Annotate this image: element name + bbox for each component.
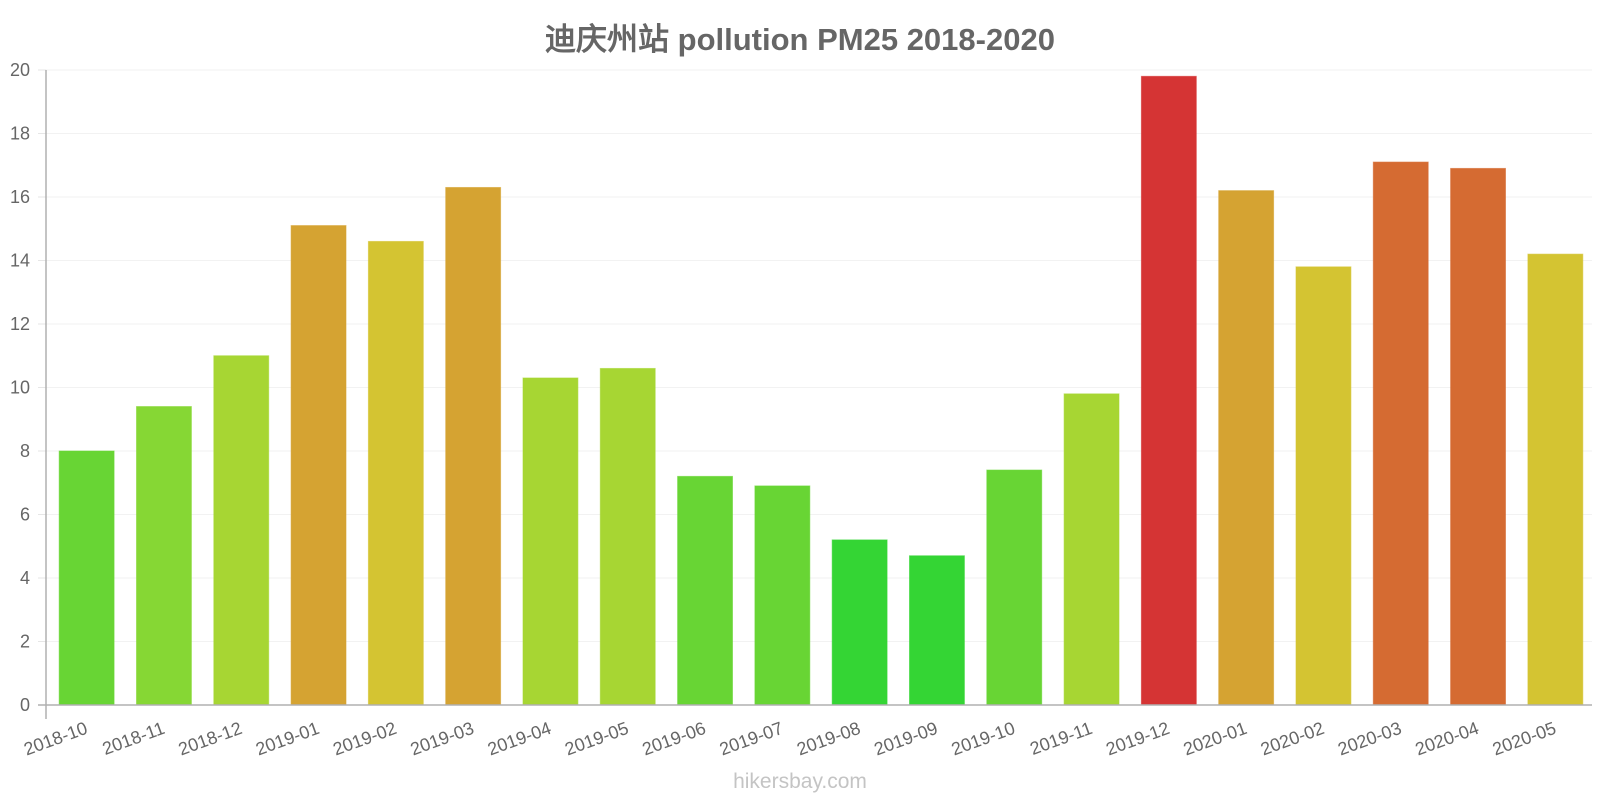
bar[interactable] (1372, 161, 1429, 706)
bar[interactable] (445, 186, 502, 706)
x-tick-label: 2019-01 (253, 718, 322, 759)
y-tick-label: 4 (20, 568, 30, 588)
x-tick-label: 2020-03 (1335, 718, 1404, 759)
x-tick-label: 2019-03 (408, 718, 477, 759)
bar[interactable] (1527, 253, 1584, 706)
bar[interactable] (1063, 393, 1120, 706)
x-tick-label: 2019-05 (562, 718, 631, 759)
bar-2019-03[interactable] (445, 186, 502, 706)
bar-2019-06[interactable] (677, 475, 733, 706)
y-tick-label: 18 (10, 124, 30, 144)
bar-2019-04[interactable] (522, 377, 579, 706)
bar[interactable] (754, 485, 811, 706)
bar-2019-11[interactable] (1063, 393, 1120, 706)
bar[interactable] (1218, 190, 1275, 706)
bar-2020-03[interactable] (1372, 161, 1429, 706)
y-tick-label: 20 (10, 60, 30, 80)
bar[interactable] (909, 555, 965, 706)
y-tick-label: 16 (10, 187, 30, 207)
x-tick-label: 2019-12 (1103, 718, 1172, 759)
bar[interactable] (1450, 167, 1506, 706)
bar[interactable] (599, 367, 656, 706)
bar[interactable] (213, 355, 270, 706)
bar[interactable] (986, 469, 1043, 706)
bar-2019-09[interactable] (909, 555, 965, 706)
bar-2018-10[interactable] (58, 450, 115, 706)
x-tick-label: 2020-05 (1490, 718, 1559, 759)
chart-title: 迪庆州站 pollution PM25 2018-2020 (545, 22, 1055, 57)
x-tick-label: 2020-02 (1258, 718, 1327, 759)
bar-2019-07[interactable] (754, 485, 811, 706)
y-tick-label: 12 (10, 314, 30, 334)
bar-2020-05[interactable] (1527, 253, 1584, 706)
x-tick-label: 2019-11 (1027, 718, 1095, 759)
x-tick-label: 2018-10 (21, 718, 90, 759)
y-tick-label: 2 (20, 632, 30, 652)
y-tick-label: 14 (10, 251, 30, 271)
bar-2019-02[interactable] (367, 240, 424, 706)
x-tick-label: 2019-08 (794, 718, 863, 759)
bar[interactable] (831, 539, 888, 706)
x-tick-label: 2020-04 (1412, 718, 1481, 759)
y-tick-label: 0 (20, 695, 30, 715)
x-tick-label: 2019-02 (330, 718, 399, 759)
bar-2020-02[interactable] (1295, 266, 1352, 706)
y-tick-label: 8 (20, 441, 30, 461)
bar-2020-01[interactable] (1218, 190, 1275, 706)
bar[interactable] (1295, 266, 1352, 706)
bar[interactable] (367, 240, 424, 706)
watermark: hikersbay.com (733, 770, 867, 793)
x-tick-label: 2018-12 (176, 718, 245, 759)
bar-2019-08[interactable] (831, 539, 888, 706)
x-tick-label: 2020-01 (1181, 718, 1250, 759)
x-tick-label: 2019-09 (871, 718, 940, 759)
x-tick-label: 2019-10 (949, 718, 1018, 759)
bar-2019-05[interactable] (599, 367, 656, 706)
bar-2020-04[interactable] (1450, 167, 1506, 706)
bar-2019-10[interactable] (986, 469, 1043, 706)
bar[interactable] (136, 406, 192, 706)
bar[interactable] (58, 450, 115, 706)
x-tick-label: 2018-11 (100, 718, 168, 759)
bar[interactable] (677, 475, 733, 706)
bar-2019-12[interactable] (1140, 75, 1197, 706)
bar-2018-11[interactable] (136, 406, 192, 706)
bar[interactable] (522, 377, 579, 706)
x-tick-label: 2019-04 (485, 718, 554, 759)
y-tick-label: 6 (20, 505, 30, 525)
y-tick-label: 10 (10, 378, 30, 398)
bar-2019-01[interactable] (290, 225, 347, 706)
bar[interactable] (1140, 75, 1197, 706)
x-tick-label: 2019-06 (639, 718, 708, 759)
bar[interactable] (290, 225, 347, 706)
bar-2018-12[interactable] (213, 355, 270, 706)
x-tick-label: 2019-07 (717, 718, 786, 759)
